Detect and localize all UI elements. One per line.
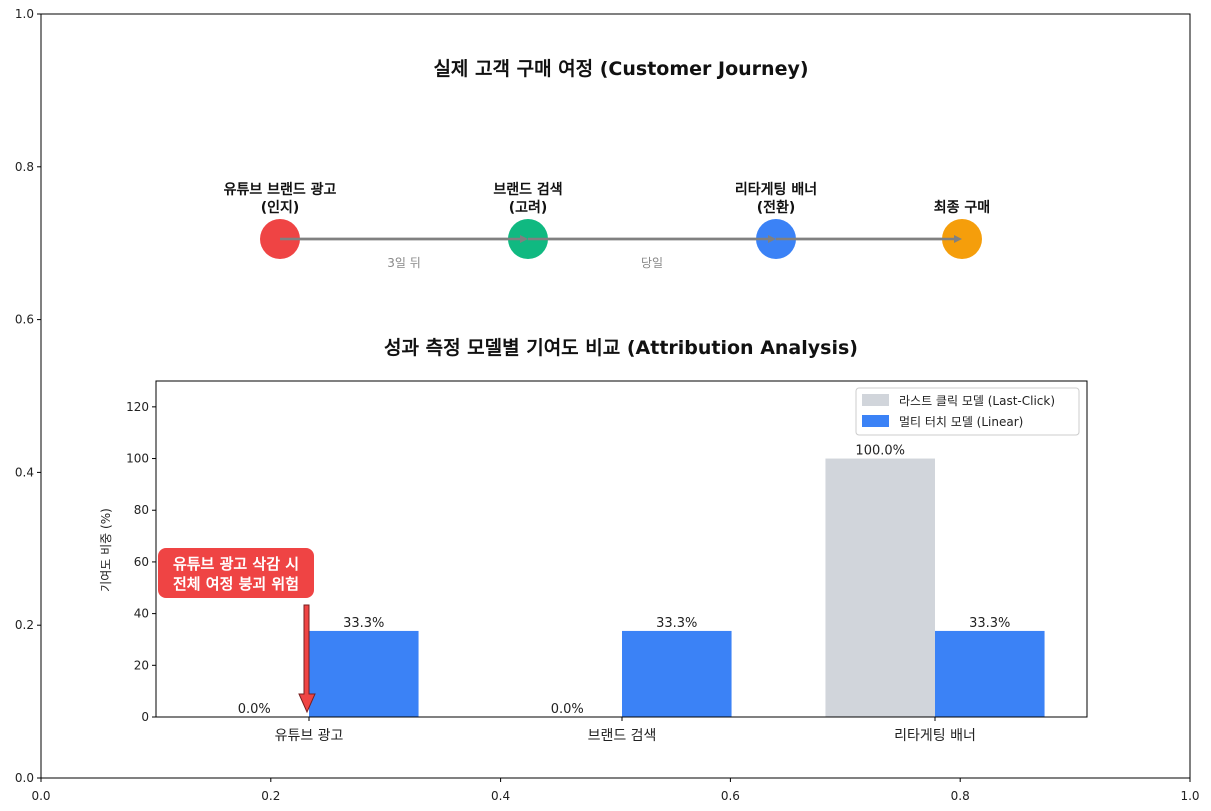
outer-x-ticks: 0.0 0.2 0.4 0.6 0.8 1.0 [31, 778, 1200, 803]
chart-y-axis-label: 기여도 비중 (%) [99, 508, 113, 592]
outer-x-tick-label: 0.0 [31, 789, 50, 803]
outer-y-tick-label: 0.4 [15, 465, 34, 479]
gap-label-1: 3일 뒤 [387, 256, 421, 270]
chart-y-tick-label: 20 [134, 658, 149, 672]
stage-label-1-line1: 유튜브 브랜드 광고 [224, 181, 337, 198]
outer-x-tick-label: 0.8 [951, 789, 970, 803]
outer-y-tick-label: 0.2 [15, 618, 34, 632]
gap-label-2: 당일 [641, 256, 663, 270]
bar-value-label: 100.0% [855, 444, 905, 459]
chart-value-labels: 0.0% 33.3% 0.0% 33.3% 100.0% 33.3% [238, 444, 1011, 717]
outer-y-tick-label: 1.0 [15, 7, 34, 21]
chart-legend: 라스트 클릭 모델 (Last-Click) 멀티 터치 모델 (Linear) [855, 387, 1080, 436]
outer-y-tick-label: 0.6 [15, 313, 34, 327]
outer-y-tick-label: 0.0 [15, 771, 34, 785]
legend-box [855, 387, 1080, 436]
legend-label-last-click: 라스트 클릭 모델 (Last-Click) [899, 394, 1055, 408]
bar-linear [309, 630, 419, 717]
warning-text-line1: 유튜브 광고 삭감 시 [173, 555, 299, 573]
outer-y-tick-label: 0.8 [15, 160, 34, 174]
chart-y-tick-label: 100 [126, 452, 149, 466]
chart-y-tick-label: 0 [141, 710, 149, 724]
warning-annotation: 유튜브 광고 삭감 시 전체 여정 붕괴 위험 [158, 548, 316, 714]
chart-y-tick-label: 120 [126, 400, 149, 414]
outer-y-ticks: 0.0 0.2 0.4 0.6 0.8 1.0 [15, 7, 41, 785]
outer-axes-frame [40, 13, 1191, 779]
stage-label-2-line2: (고려) [509, 199, 548, 216]
warning-box [158, 548, 314, 598]
legend-swatch-linear [862, 415, 889, 427]
stage-label-2-line1: 브랜드 검색 [493, 181, 562, 198]
chart-x-tick-label: 리타게팅 배너 [894, 728, 976, 744]
chart-x-ticks: 유튜브 광고 브랜드 검색 리타게팅 배너 [275, 717, 976, 744]
connector-overlay-3-arrowhead [954, 235, 962, 243]
chart-y-tick-label: 40 [134, 607, 149, 621]
warning-arrow [298, 604, 316, 714]
chart-title: 성과 측정 모델별 기여도 비교 (Attribution Analysis) [384, 337, 858, 359]
bar-linear [935, 630, 1045, 717]
legend-label-linear: 멀티 터치 모델 (Linear) [899, 415, 1023, 429]
stage-label-3-line1: 리타게팅 배너 [735, 181, 817, 198]
stage-label-4-line2: 최종 구매 [934, 200, 990, 216]
stage-label-1-line2: (인지) [261, 199, 300, 216]
chart-plot-frame [155, 380, 1088, 718]
journey-title: 실제 고객 구매 여정 (Customer Journey) [433, 58, 808, 80]
stage-label-3-line2: (전환) [757, 199, 796, 216]
chart-y-tick-label: 60 [134, 555, 149, 569]
chart-y-ticks: 0 20 40 60 80 100 120 [126, 400, 156, 724]
outer-x-tick-label: 0.4 [491, 789, 510, 803]
outer-x-tick-label: 0.6 [721, 789, 740, 803]
connector-overlay-1-arrowhead [520, 235, 528, 243]
journey-stage-labels: 유튜브 브랜드 광고 (인지) 브랜드 검색 (고려) 리타게팅 배너 (전환)… [224, 181, 991, 216]
chart-bars [309, 458, 1045, 717]
bar-linear [622, 630, 732, 717]
warning-text-line2: 전체 여정 붕괴 위험 [173, 575, 299, 593]
chart-x-tick-label: 유튜브 광고 [275, 728, 344, 744]
bar-value-label: 0.0% [238, 702, 271, 717]
bar-value-label: 33.3% [343, 616, 384, 631]
bar-value-label: 33.3% [969, 616, 1010, 631]
legend-swatch-last-click [862, 394, 889, 406]
bar-value-label: 0.0% [551, 702, 584, 717]
chart-x-tick-label: 브랜드 검색 [588, 728, 657, 744]
chart-y-tick-label: 80 [134, 503, 149, 517]
outer-x-tick-label: 0.2 [261, 789, 280, 803]
connector-overlay-2-arrowhead [768, 235, 776, 243]
bar-last-click [825, 458, 935, 717]
outer-x-tick-label: 1.0 [1180, 789, 1199, 803]
journey-connectors-overlay [280, 235, 962, 243]
bar-value-label: 33.3% [656, 616, 697, 631]
